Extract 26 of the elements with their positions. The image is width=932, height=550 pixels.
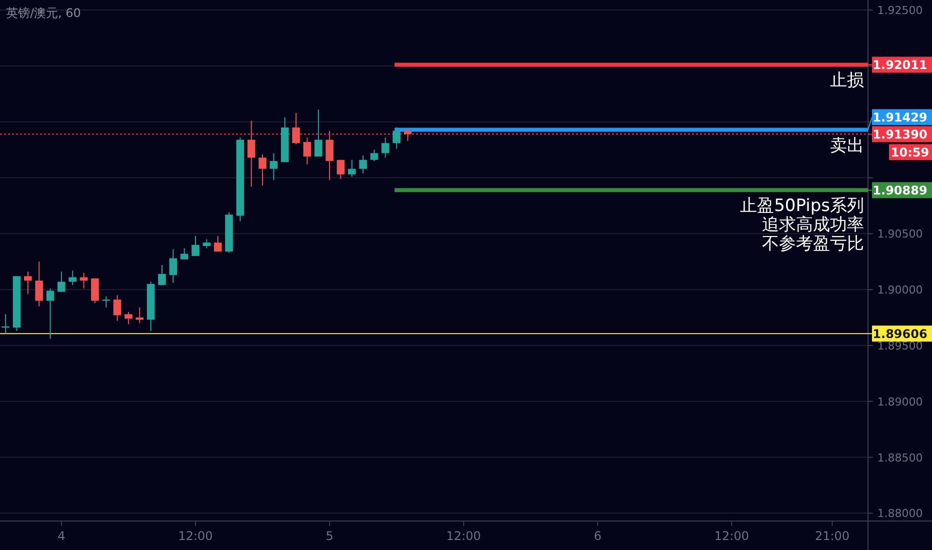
y-tick-label: 1.89500 [877,339,923,352]
y-tick-label: 1.88000 [877,507,923,520]
annotation: 不参考盈亏比 [762,234,864,254]
y-tick-label: 1.90000 [877,284,923,297]
text: 英镑/澳元, 60 [6,6,81,20]
ref-line-label: 1.89606 [872,327,928,342]
x-tick-label: 5 [326,529,334,543]
ref-line-label: 1.91390 [872,128,928,142]
y-tick-label: 1.89000 [877,395,923,408]
annotation: 卖出 [830,136,864,156]
x-tick-label: 6 [594,529,602,543]
ref-line-label: 1.90889 [872,184,928,198]
y-tick-label: 1.90500 [877,228,923,241]
y-tick-label: 1.92500 [877,4,923,18]
x-tick-label: 12:00 [446,529,481,543]
x-tick-label: 4 [58,529,66,543]
x-tick-label: 21:00 [814,529,850,543]
legend-label: 1.91429 [872,110,928,125]
annotation: 止损 [830,70,864,91]
annotation: 追求高成功率 [762,215,864,236]
x-tick-label: 12:00 [178,529,213,543]
annotation: 止盈50Pips系列 [740,196,864,216]
ref-line-label: 1.92011 [872,58,928,72]
text: 10:59 [890,146,930,160]
x-tick-label: 12:00 [714,529,750,543]
y-tick-label: 1.88500 [877,451,923,464]
